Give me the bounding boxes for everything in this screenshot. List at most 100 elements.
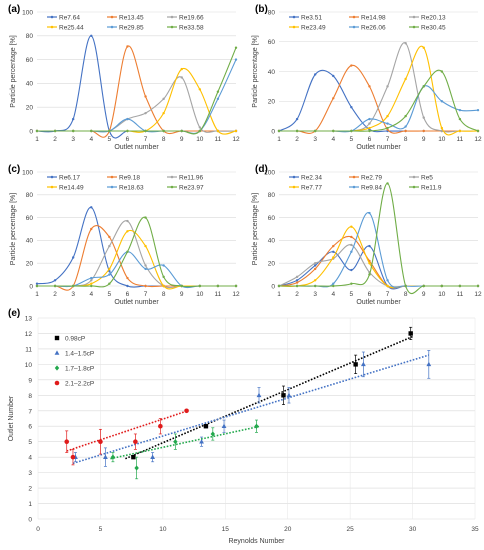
- data-point-re19-66: [162, 97, 165, 101]
- legend-label-1-4-1-5cp: 1.4–1.5cP: [65, 351, 94, 358]
- x-tick-label: 10: [438, 291, 446, 298]
- x-tick-label: 1: [35, 136, 39, 143]
- data-point-re26-06: [476, 108, 480, 112]
- data-point-re26-06: [404, 125, 407, 128]
- x-tick-label: 9: [422, 291, 426, 298]
- data-point-re20-13: [386, 85, 389, 88]
- data-point-0-98cp: [281, 393, 286, 398]
- data-point-re11-9: [404, 284, 407, 288]
- legend-marker-0-98cp: [54, 335, 60, 341]
- data-point-re11-9: [368, 273, 371, 276]
- y-tick-label: 0: [29, 283, 33, 290]
- panel-label: (e): [8, 308, 20, 319]
- data-point-re23-49: [458, 129, 462, 133]
- legend-marker-re30-45: [412, 25, 416, 29]
- data-point-re7-77: [313, 279, 317, 282]
- legend-label-re23-49: Re23.49: [301, 24, 326, 31]
- y-tick-label: 9: [28, 377, 32, 384]
- series-line-re23-97: [36, 216, 236, 288]
- y-tick-label: 40: [268, 69, 276, 76]
- x-tick-label: 8: [404, 136, 408, 143]
- legend-marker-re18-63: [110, 185, 114, 189]
- y-tick-label: 100: [22, 9, 33, 16]
- data-point-re30-45: [368, 129, 371, 133]
- legend-label-re19-66: Re19.66: [179, 14, 204, 21]
- legend-label-re23-97: Re23.97: [179, 184, 204, 191]
- y-axis-label: Particle percentage [%]: [252, 193, 259, 265]
- y-tick-label: 0: [271, 128, 275, 135]
- data-point-1-7-1-8cp: [173, 439, 178, 445]
- legend-marker-re5: [412, 175, 416, 179]
- x-tick-label: 11: [457, 136, 464, 143]
- y-tick-label: 20: [268, 99, 276, 106]
- x-tick-label: 2: [295, 291, 299, 298]
- data-point-re33-58: [90, 129, 93, 133]
- data-point-re6-17: [35, 282, 39, 285]
- data-point-re9-84: [332, 282, 335, 285]
- data-point-re3-51: [332, 74, 335, 78]
- legend-marker-re23-97: [170, 185, 174, 189]
- data-point-re23-97: [90, 284, 93, 288]
- data-point-1-7-1-8cp: [134, 465, 139, 471]
- data-point-re14-49: [126, 230, 129, 233]
- y-tick-label: 4: [28, 455, 32, 462]
- data-point-re11-96: [90, 279, 93, 282]
- data-point-re11-9: [476, 284, 480, 288]
- legend-marker-re14-98: [352, 15, 356, 19]
- data-point-re14-98: [404, 129, 407, 133]
- x-tick-label: 20: [284, 526, 292, 533]
- data-point-re14-49: [108, 267, 111, 271]
- x-axis-label: Outlet number: [114, 299, 159, 306]
- y-tick-label: 80: [26, 33, 34, 40]
- data-point-re19-66: [198, 126, 202, 129]
- x-tick-label: 7: [144, 136, 148, 143]
- legend-label-re6-17: Re6.17: [59, 174, 80, 181]
- data-point-re7-77: [332, 256, 335, 259]
- data-point-re14-98: [368, 85, 371, 88]
- data-point-re23-97: [144, 216, 147, 219]
- data-point-re20-13: [368, 122, 371, 125]
- legend-label-re9-18: Re9.18: [119, 174, 140, 181]
- x-tick-label: 9: [422, 136, 426, 143]
- data-point-re33-58: [35, 129, 39, 133]
- x-tick-label: 10: [196, 291, 204, 298]
- x-tick-label: 10: [196, 136, 204, 143]
- legend-marker-re6-17: [50, 175, 54, 179]
- data-point-re30-45: [458, 117, 462, 121]
- panel-label: (d): [255, 164, 268, 175]
- data-point-re23-49: [440, 126, 444, 130]
- data-point-re11-96: [126, 219, 129, 223]
- series-line-re29-85: [37, 59, 237, 134]
- x-tick-label: 35: [471, 526, 479, 533]
- x-tick-label: 3: [71, 136, 75, 143]
- data-point-re26-06: [386, 122, 389, 125]
- x-tick-label: 5: [350, 136, 354, 143]
- y-tick-label: 0: [28, 517, 32, 524]
- x-tick-label: 0: [36, 526, 40, 533]
- data-point-re3-51: [295, 117, 299, 121]
- x-tick-label: 7: [386, 291, 390, 298]
- y-tick-label: 5: [28, 439, 32, 446]
- y-tick-label: 8: [28, 393, 32, 400]
- legend-marker-2-1-2-2cp: [54, 380, 60, 386]
- x-axis-label: Reynolds Number: [228, 538, 285, 545]
- y-tick-label: 0: [29, 128, 33, 135]
- data-point-1-7-1-8cp: [210, 431, 215, 437]
- x-tick-label: 11: [215, 291, 222, 298]
- data-point-re30-45: [422, 85, 425, 88]
- x-tick-label: 25: [347, 526, 355, 533]
- legend-label-re13-45: Re13.45: [119, 14, 144, 21]
- y-tick-label: 100: [22, 169, 33, 176]
- data-point-re9-84: [386, 279, 389, 282]
- data-point-re5: [313, 262, 317, 265]
- x-tick-label: 12: [474, 136, 482, 143]
- data-point-re2-34: [368, 244, 371, 248]
- data-point-re23-49: [386, 114, 389, 118]
- data-point-re2-34: [332, 250, 335, 253]
- x-tick-label: 1: [35, 291, 39, 298]
- legend-marker-re11-96: [170, 175, 174, 179]
- legend-label-re11-9: Re11.9: [421, 184, 442, 191]
- legend-label-0-98cp: 0.98cP: [65, 336, 85, 343]
- legend-label-2-1-2-2cp: 2.1–2.2cP: [65, 381, 94, 388]
